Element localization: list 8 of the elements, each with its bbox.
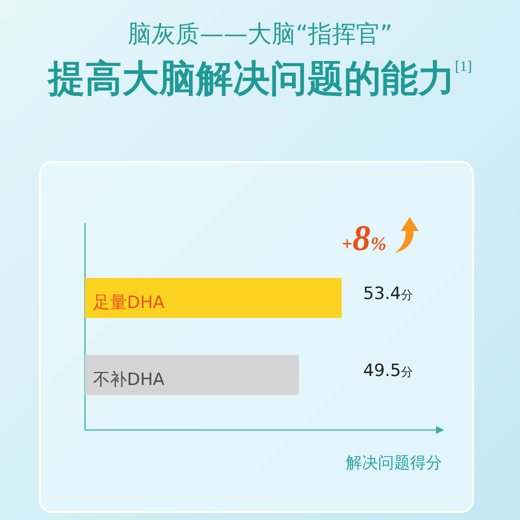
annotation: +8% — [342, 218, 386, 258]
data-label: 53.4分 — [363, 284, 413, 304]
y-tick-label: 不补DHA — [93, 370, 165, 390]
chart-subtitle: 提高大脑解决问题的能力$^{[1]}$ — [46, 57, 472, 100]
x-axis-title: 解决问题得分 — [346, 453, 442, 472]
chart-title: 脑灰质——大脑“指挥官” — [128, 20, 392, 48]
y-tick-label: 足量DHA — [93, 293, 165, 313]
data-label: 49.5分 — [363, 361, 413, 381]
